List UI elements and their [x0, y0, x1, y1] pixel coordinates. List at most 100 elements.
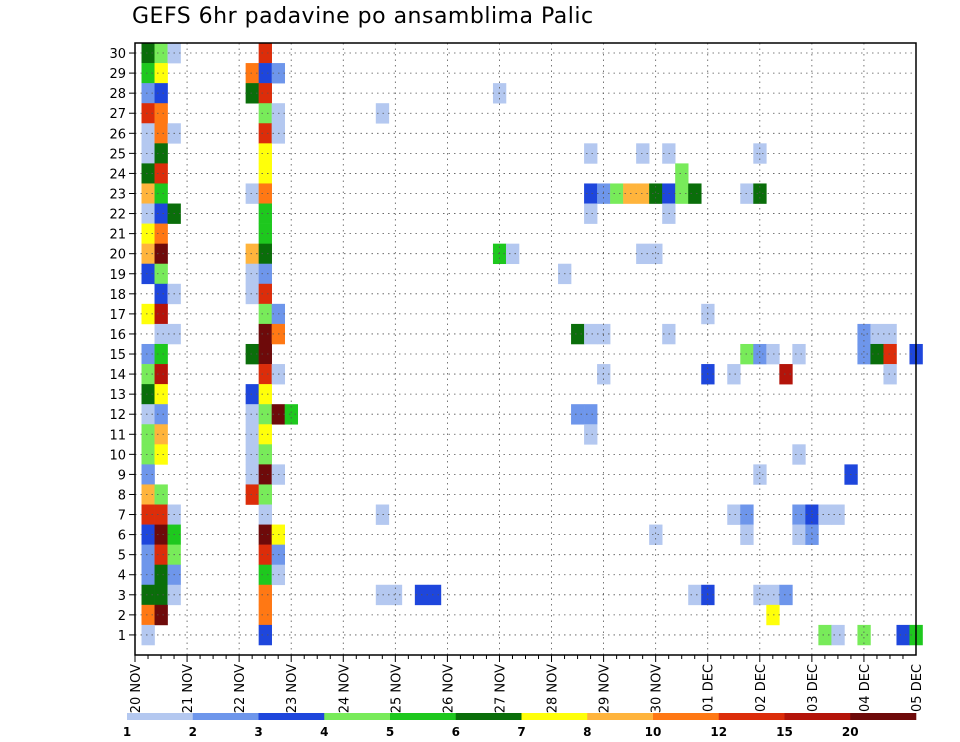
heatmap-cell [505, 243, 520, 265]
heatmap-cell [245, 444, 259, 465]
heatmap-cell [141, 364, 155, 385]
heatmap-cell [258, 544, 272, 566]
heatmap-cell [870, 343, 884, 365]
y-tick-label: 30 [109, 47, 126, 62]
heatmap-cell [141, 524, 155, 545]
colorbar-label: 12 [710, 725, 727, 739]
y-tick-label: 25 [109, 147, 126, 162]
y-tick-label: 24 [109, 167, 126, 182]
heatmap-cell [766, 343, 780, 365]
colorbar-label: 4 [320, 725, 328, 739]
heatmap-cell [154, 384, 168, 405]
y-tick-label: 10 [109, 448, 126, 463]
heatmap-cell [753, 464, 767, 485]
heatmap-cell [141, 584, 155, 606]
heatmap-cell [636, 143, 650, 164]
heatmap-cell [245, 484, 259, 505]
heatmap-cell [727, 504, 741, 525]
colorbar-segment [258, 713, 325, 720]
heatmap-cell [141, 43, 155, 64]
heatmap-cell [258, 123, 272, 144]
heatmap-cell [857, 343, 871, 365]
colorbar-label: 20 [842, 725, 859, 739]
heatmap-cell [154, 63, 168, 84]
heatmap-cell [258, 303, 272, 325]
heatmap-cell [258, 323, 272, 345]
x-tick-label: 30 NOV [650, 664, 665, 713]
y-tick-label: 27 [109, 107, 126, 122]
heatmap-cell [258, 584, 272, 606]
heatmap-cell [154, 243, 168, 265]
heatmap-cell [258, 163, 272, 184]
heatmap-cell [831, 624, 845, 646]
y-tick-label: 15 [109, 348, 126, 363]
colorbar-segment [587, 713, 654, 720]
heatmap-cell [818, 624, 832, 646]
heatmap-cell [154, 364, 168, 385]
heatmap-cell [154, 303, 168, 325]
colorbar-label: 1 [123, 725, 131, 739]
x-tick-label: 04 DEC [858, 664, 873, 712]
y-tick-label: 23 [109, 187, 126, 202]
heatmap-cell [258, 63, 272, 84]
colorbar-label: 8 [583, 725, 591, 739]
y-tick-label: 14 [109, 368, 126, 383]
x-tick-label: 29 NOV [598, 664, 613, 713]
y-tick-label: 11 [109, 428, 126, 443]
heatmap-cell [258, 624, 272, 646]
heatmap-cell [258, 464, 272, 485]
heatmap-cell [818, 504, 832, 525]
y-tick-label: 16 [109, 328, 126, 343]
colorbar-segment [521, 713, 588, 720]
heatmap-cell [375, 103, 390, 124]
heatmap-cell [610, 183, 624, 204]
heatmap-cell [258, 404, 272, 425]
heatmap-cell [141, 103, 155, 124]
heatmap-cell [258, 203, 272, 224]
heatmap-cell [141, 63, 155, 84]
x-tick-label: 26 NOV [441, 664, 456, 713]
heatmap-cell [571, 404, 585, 425]
heatmap-cell [258, 364, 272, 385]
heatmap-cell [141, 303, 155, 325]
heatmap-cell [141, 143, 155, 164]
colorbar-segment [784, 713, 851, 720]
heatmap-cell [141, 484, 155, 505]
heatmap-cell [141, 424, 155, 445]
heatmap-cell [896, 624, 910, 646]
heatmap-cell [245, 384, 259, 405]
heatmap-cell [258, 143, 272, 164]
heatmap-cell [141, 163, 155, 184]
y-tick-label: 1 [118, 629, 126, 644]
y-tick-label: 7 [118, 509, 126, 524]
heatmap-cell [154, 103, 168, 124]
y-tick-label: 20 [109, 248, 126, 263]
heatmap-cell [154, 223, 168, 244]
heatmap-cell [141, 504, 155, 525]
heatmap-cell [258, 83, 272, 104]
colorbar-label: 2 [189, 725, 197, 739]
heatmap-cell [688, 584, 702, 606]
heatmap-cell [245, 83, 259, 104]
heatmap-cell [584, 143, 598, 164]
heatmap-cell [245, 183, 259, 204]
x-axis: 20 NOV 21 NOV 22 NOV 23 NOV 24 NOV 25 NOV 26 N… [129, 655, 925, 713]
y-tick-label: 22 [109, 208, 126, 223]
heatmap-cell [154, 524, 168, 545]
y-tick-label: 13 [109, 388, 126, 403]
heatmap-cell [154, 283, 168, 305]
colorbar-segment [455, 713, 522, 720]
x-tick-label: 23 NOV [285, 664, 300, 713]
y-tick-label: 2 [118, 609, 126, 624]
colorbar-segment [850, 713, 917, 720]
colorbar-segment [718, 713, 785, 720]
heatmap-cell [623, 183, 637, 204]
heatmap-cell [857, 323, 871, 345]
heatmap-cell [245, 343, 259, 365]
colorbar-segment [390, 713, 457, 720]
heatmap-cell [154, 424, 168, 445]
heatmap-cell [154, 504, 168, 525]
heatmap-cell [154, 584, 168, 606]
chart-title: GEFS 6hr padavine po ansamblima Palic [132, 4, 594, 29]
